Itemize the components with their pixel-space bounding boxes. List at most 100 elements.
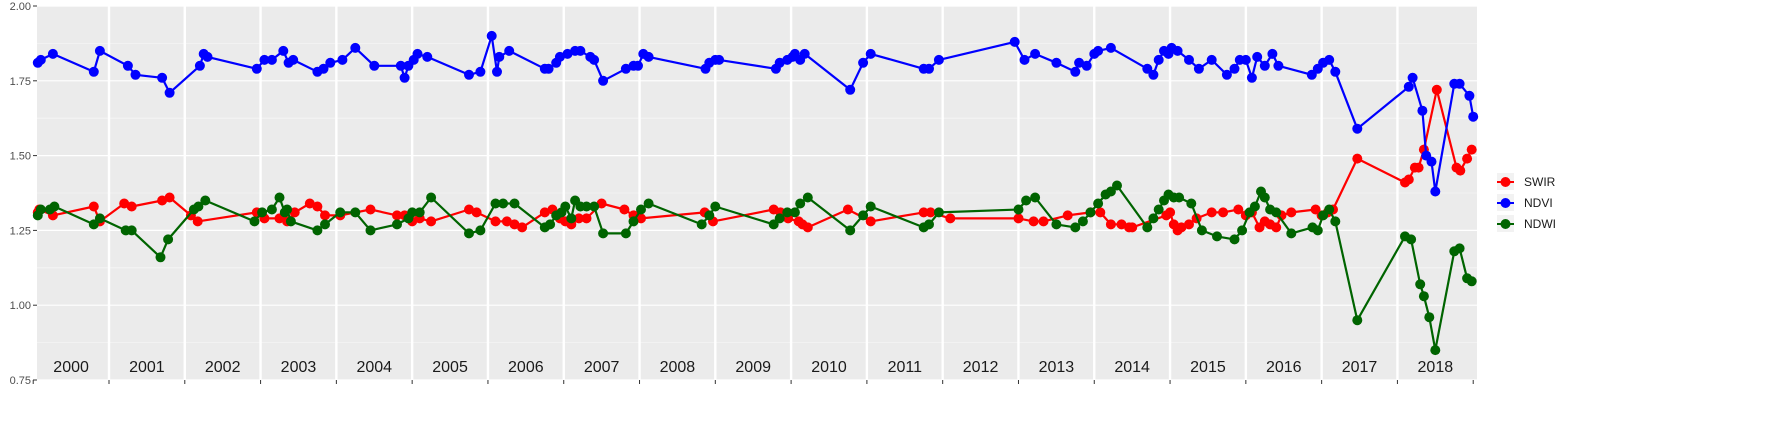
data-point-ndwi bbox=[1415, 279, 1426, 290]
data-point-ndvi bbox=[858, 57, 869, 68]
data-point-ndvi bbox=[554, 51, 565, 62]
data-point-ndvi bbox=[1464, 90, 1475, 101]
year-label-2012: 2012 bbox=[963, 359, 999, 376]
data-point-ndvi bbox=[575, 45, 586, 56]
data-point-ndwi bbox=[865, 201, 876, 212]
data-point-ndwi bbox=[1430, 345, 1441, 356]
data-point-swir bbox=[1218, 207, 1229, 218]
year-label-2000: 2000 bbox=[53, 359, 89, 376]
data-point-ndwi bbox=[1212, 231, 1222, 242]
data-point-ndvi bbox=[1030, 48, 1041, 59]
data-point-ndvi bbox=[543, 63, 554, 74]
y-tick-label: 1.50 bbox=[10, 151, 31, 163]
data-point-ndwi bbox=[1174, 192, 1185, 203]
data-point-ndwi bbox=[350, 207, 361, 218]
data-point-ndvi bbox=[1330, 66, 1341, 77]
data-point-ndwi bbox=[285, 216, 296, 227]
series-ndwi bbox=[32, 180, 1477, 356]
data-point-swir bbox=[945, 213, 956, 224]
data-point-swir bbox=[539, 207, 550, 218]
data-point-swir bbox=[1095, 207, 1106, 218]
data-point-swir bbox=[1271, 222, 1282, 233]
data-point-ndwi bbox=[407, 207, 418, 218]
data-point-ndvi bbox=[475, 66, 486, 77]
data-point-ndwi bbox=[1013, 204, 1024, 215]
data-point-ndvi bbox=[395, 60, 406, 71]
data-point-ndvi bbox=[1193, 63, 1204, 74]
data-point-ndwi bbox=[1237, 225, 1248, 236]
data-point-swir bbox=[636, 213, 646, 224]
data-point-swir bbox=[1413, 162, 1424, 173]
data-point-ndvi bbox=[130, 69, 141, 80]
legend-key-point bbox=[1500, 219, 1511, 229]
data-point-ndvi bbox=[94, 45, 105, 56]
data-point-swir bbox=[426, 216, 437, 227]
data-point-ndvi bbox=[1273, 60, 1284, 71]
data-point-ndwi bbox=[710, 201, 721, 212]
data-point-ndwi bbox=[782, 207, 793, 218]
data-point-ndwi bbox=[1424, 312, 1435, 323]
data-point-ndwi bbox=[598, 228, 609, 239]
data-point-ndwi bbox=[545, 219, 556, 230]
data-point-swir bbox=[1466, 144, 1477, 155]
data-point-ndwi bbox=[1271, 207, 1282, 218]
year-label-2004: 2004 bbox=[356, 359, 392, 376]
data-point-swir bbox=[1013, 213, 1024, 224]
data-point-ndwi bbox=[94, 213, 105, 224]
data-point-ndwi bbox=[1352, 315, 1363, 326]
data-point-swir bbox=[490, 216, 501, 227]
data-point-ndwi bbox=[509, 198, 520, 209]
data-point-ndwi bbox=[1142, 222, 1153, 233]
grid-lines bbox=[37, 5, 1477, 381]
data-point-ndwi bbox=[88, 219, 99, 230]
data-point-ndwi bbox=[1406, 234, 1417, 245]
year-label-2018: 2018 bbox=[1418, 359, 1454, 376]
data-point-swir bbox=[918, 207, 929, 218]
data-point-ndwi bbox=[1085, 207, 1096, 218]
data-point-swir bbox=[573, 213, 584, 224]
legend-label: NDVI bbox=[1524, 196, 1553, 210]
legend-label: SWIR bbox=[1524, 175, 1556, 189]
data-point-ndvi bbox=[774, 57, 785, 68]
data-point-ndvi bbox=[1051, 57, 1062, 68]
data-point-ndwi bbox=[1186, 198, 1197, 209]
data-point-ndwi bbox=[1021, 195, 1032, 206]
data-point-ndwi bbox=[365, 225, 376, 236]
y-axis: 0.75 1.00 1.25 1.50 1.75 2.00 bbox=[10, 1, 1474, 387]
data-point-swir bbox=[157, 195, 168, 206]
data-point-ndvi bbox=[122, 60, 133, 71]
year-label-2014: 2014 bbox=[1114, 359, 1150, 376]
data-point-ndvi bbox=[35, 54, 46, 65]
data-point-ndwi bbox=[464, 228, 474, 239]
data-point-swir bbox=[865, 216, 876, 227]
data-point-ndwi bbox=[1249, 201, 1260, 212]
data-point-ndvi bbox=[1324, 54, 1335, 65]
data-point-ndvi bbox=[251, 63, 262, 74]
data-point-ndwi bbox=[566, 213, 577, 224]
data-point-ndvi bbox=[865, 48, 876, 59]
data-point-swir bbox=[119, 198, 130, 209]
data-point-ndwi bbox=[643, 198, 654, 209]
year-label-2016: 2016 bbox=[1266, 359, 1302, 376]
year-label-2006: 2006 bbox=[508, 359, 544, 376]
data-point-ndwi bbox=[249, 216, 260, 227]
data-point-swir bbox=[192, 216, 203, 227]
data-point-ndvi bbox=[494, 51, 505, 62]
data-point-ndvi bbox=[88, 66, 99, 77]
data-point-ndwi bbox=[1259, 192, 1270, 203]
data-point-ndwi bbox=[774, 213, 785, 224]
data-point-ndvi bbox=[1184, 54, 1194, 65]
data-point-ndvi bbox=[47, 48, 58, 59]
data-point-ndvi bbox=[337, 54, 348, 65]
data-point-ndwi bbox=[475, 225, 486, 236]
data-point-ndwi bbox=[1105, 186, 1116, 197]
year-label-2005: 2005 bbox=[432, 359, 468, 376]
data-point-ndvi bbox=[799, 48, 810, 59]
data-point-ndwi bbox=[266, 204, 277, 215]
data-point-ndvi bbox=[714, 54, 725, 65]
data-point-ndwi bbox=[35, 204, 46, 215]
data-point-ndwi bbox=[704, 210, 715, 221]
data-point-ndvi bbox=[1426, 156, 1437, 167]
data-point-swir bbox=[88, 201, 99, 212]
data-point-swir bbox=[1038, 216, 1049, 227]
